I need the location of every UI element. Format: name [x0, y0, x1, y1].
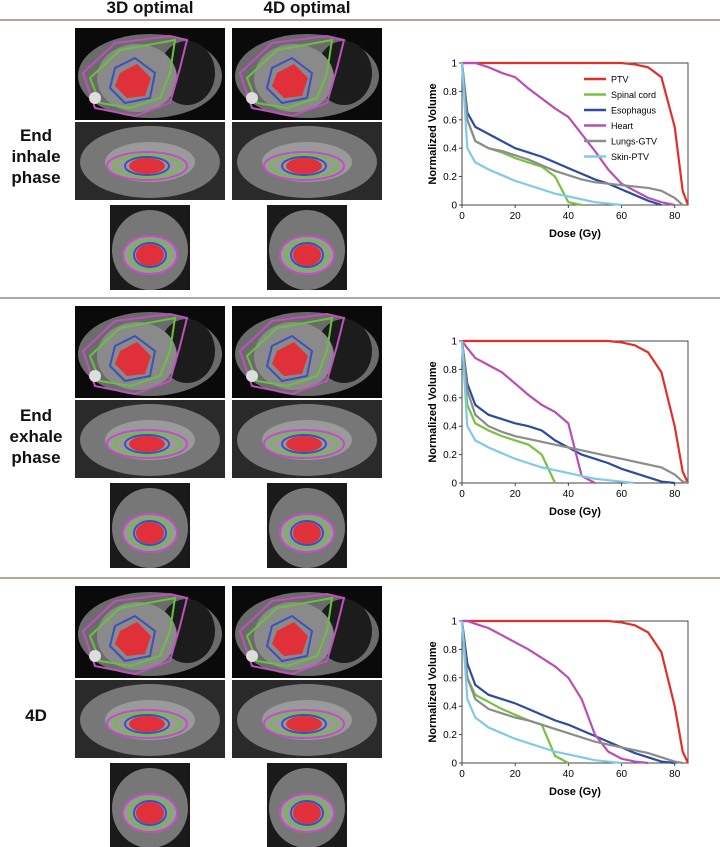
x-tick-label: 80: [669, 769, 681, 780]
ct-coronal: [232, 122, 382, 200]
x-tick-label: 60: [616, 489, 628, 500]
ct-sagittal: [267, 763, 347, 847]
y-tick-label: 1: [451, 337, 457, 348]
x-tick-label: 0: [459, 769, 465, 780]
series-line: [460, 62, 622, 207]
series-line: [462, 619, 649, 765]
series-line: [460, 340, 557, 484]
ct-sagittal: [267, 205, 347, 290]
y-tick-label: 0.2: [443, 730, 457, 741]
y-tick-label: 0.6: [443, 115, 457, 126]
y-tick-label: 0.4: [443, 702, 457, 713]
x-tick-label: 0: [459, 211, 465, 222]
series-line: [461, 340, 596, 484]
column-header: 4D optimal: [263, 0, 351, 17]
series-line: [460, 620, 675, 765]
y-tick-label: 0.4: [443, 422, 457, 433]
separators: [0, 19, 720, 579]
dvh-chart: 0 0.2 0.4 0.6 0.8 1 0 20 40 60 80 Dose (Gy) Normaliz…: [427, 337, 689, 518]
dvh-chart: 0 0.2 0.4 0.6 0.8 1 0 20 40 60 80 Dose (Gy) Normaliz…: [427, 617, 689, 798]
y-tick-label: 0: [451, 759, 457, 770]
y-tick-label: 1: [451, 59, 457, 70]
y-tick-label: 0.4: [443, 144, 457, 155]
x-axis-label: Dose (Gy): [549, 506, 601, 518]
legend-label: Esophagus: [611, 106, 657, 116]
ct-sagittal: [110, 763, 190, 847]
ct-axial: [75, 306, 225, 398]
ct-axial: [232, 586, 382, 678]
x-tick-label: 0: [459, 489, 465, 500]
x-axis-label: Dose (Gy): [549, 228, 601, 240]
ct-axial: [232, 28, 382, 120]
ct-coronal: [232, 400, 382, 478]
ct-axial: [75, 28, 225, 120]
y-axis-label: Normalized Volume: [427, 641, 439, 742]
y-tick-label: 1: [451, 617, 457, 628]
series-line: [462, 619, 689, 764]
series-line: [462, 61, 675, 207]
x-tick-label: 20: [510, 211, 522, 222]
y-axis-label: Normalized Volume: [427, 361, 439, 462]
ct-coronal: [75, 122, 225, 200]
x-tick-label: 80: [669, 489, 681, 500]
ct-axial: [232, 306, 382, 398]
x-tick-label: 40: [563, 769, 575, 780]
legend-label: Heart: [611, 121, 634, 131]
dvh-chart: 0 0.2 0.4 0.6 0.8 1 0 20 40 60 80 Dose (Gy) Normaliz…: [427, 59, 690, 240]
x-tick-label: 40: [563, 489, 575, 500]
legend-label: Skin-PTV: [611, 152, 649, 162]
y-tick-label: 0.8: [443, 365, 457, 376]
y-tick-label: 0.2: [443, 450, 457, 461]
column-header: 3D optimal: [106, 0, 194, 17]
series-line: [460, 340, 635, 485]
legend-label: Lungs-GTV: [611, 137, 657, 147]
y-tick-label: 0.8: [443, 645, 457, 656]
x-tick-label: 60: [616, 211, 628, 222]
ct-sagittal: [110, 483, 190, 568]
ct-coronal: [232, 680, 382, 758]
series-line: [460, 340, 675, 485]
series-line: [460, 62, 684, 206]
series-line: [460, 340, 689, 485]
ct-images: [75, 28, 382, 847]
legend-label: Spinal cord: [611, 90, 656, 100]
x-tick-label: 40: [563, 211, 575, 222]
ct-sagittal: [267, 483, 347, 568]
plot-frame: [461, 62, 689, 206]
y-tick-label: 0.2: [443, 172, 457, 183]
series-line: [460, 620, 683, 765]
ct-axial: [75, 586, 225, 678]
x-axis-label: Dose (Gy): [549, 786, 601, 798]
y-axis-label: Normalized Volume: [427, 83, 439, 184]
y-tick-label: 0.8: [443, 87, 457, 98]
series-line: [460, 62, 662, 207]
y-tick-label: 0.6: [443, 393, 457, 404]
x-tick-label: 20: [510, 489, 522, 500]
ct-coronal: [75, 400, 225, 478]
ct-coronal: [75, 680, 225, 758]
series-line: [462, 339, 689, 484]
x-tick-label: 60: [616, 769, 628, 780]
row-label: End exhale phase: [9, 406, 63, 467]
series-line: [462, 61, 690, 206]
row-label: End inhale phase: [11, 126, 61, 187]
series-line: [460, 620, 622, 765]
y-tick-label: 0: [451, 201, 457, 212]
x-tick-label: 80: [669, 211, 681, 222]
y-tick-label: 0: [451, 479, 457, 490]
row-label: 4D: [25, 706, 47, 725]
x-tick-label: 20: [510, 769, 522, 780]
y-tick-label: 0.6: [443, 673, 457, 684]
legend-label: PTV: [611, 75, 629, 85]
ct-sagittal: [110, 205, 190, 290]
